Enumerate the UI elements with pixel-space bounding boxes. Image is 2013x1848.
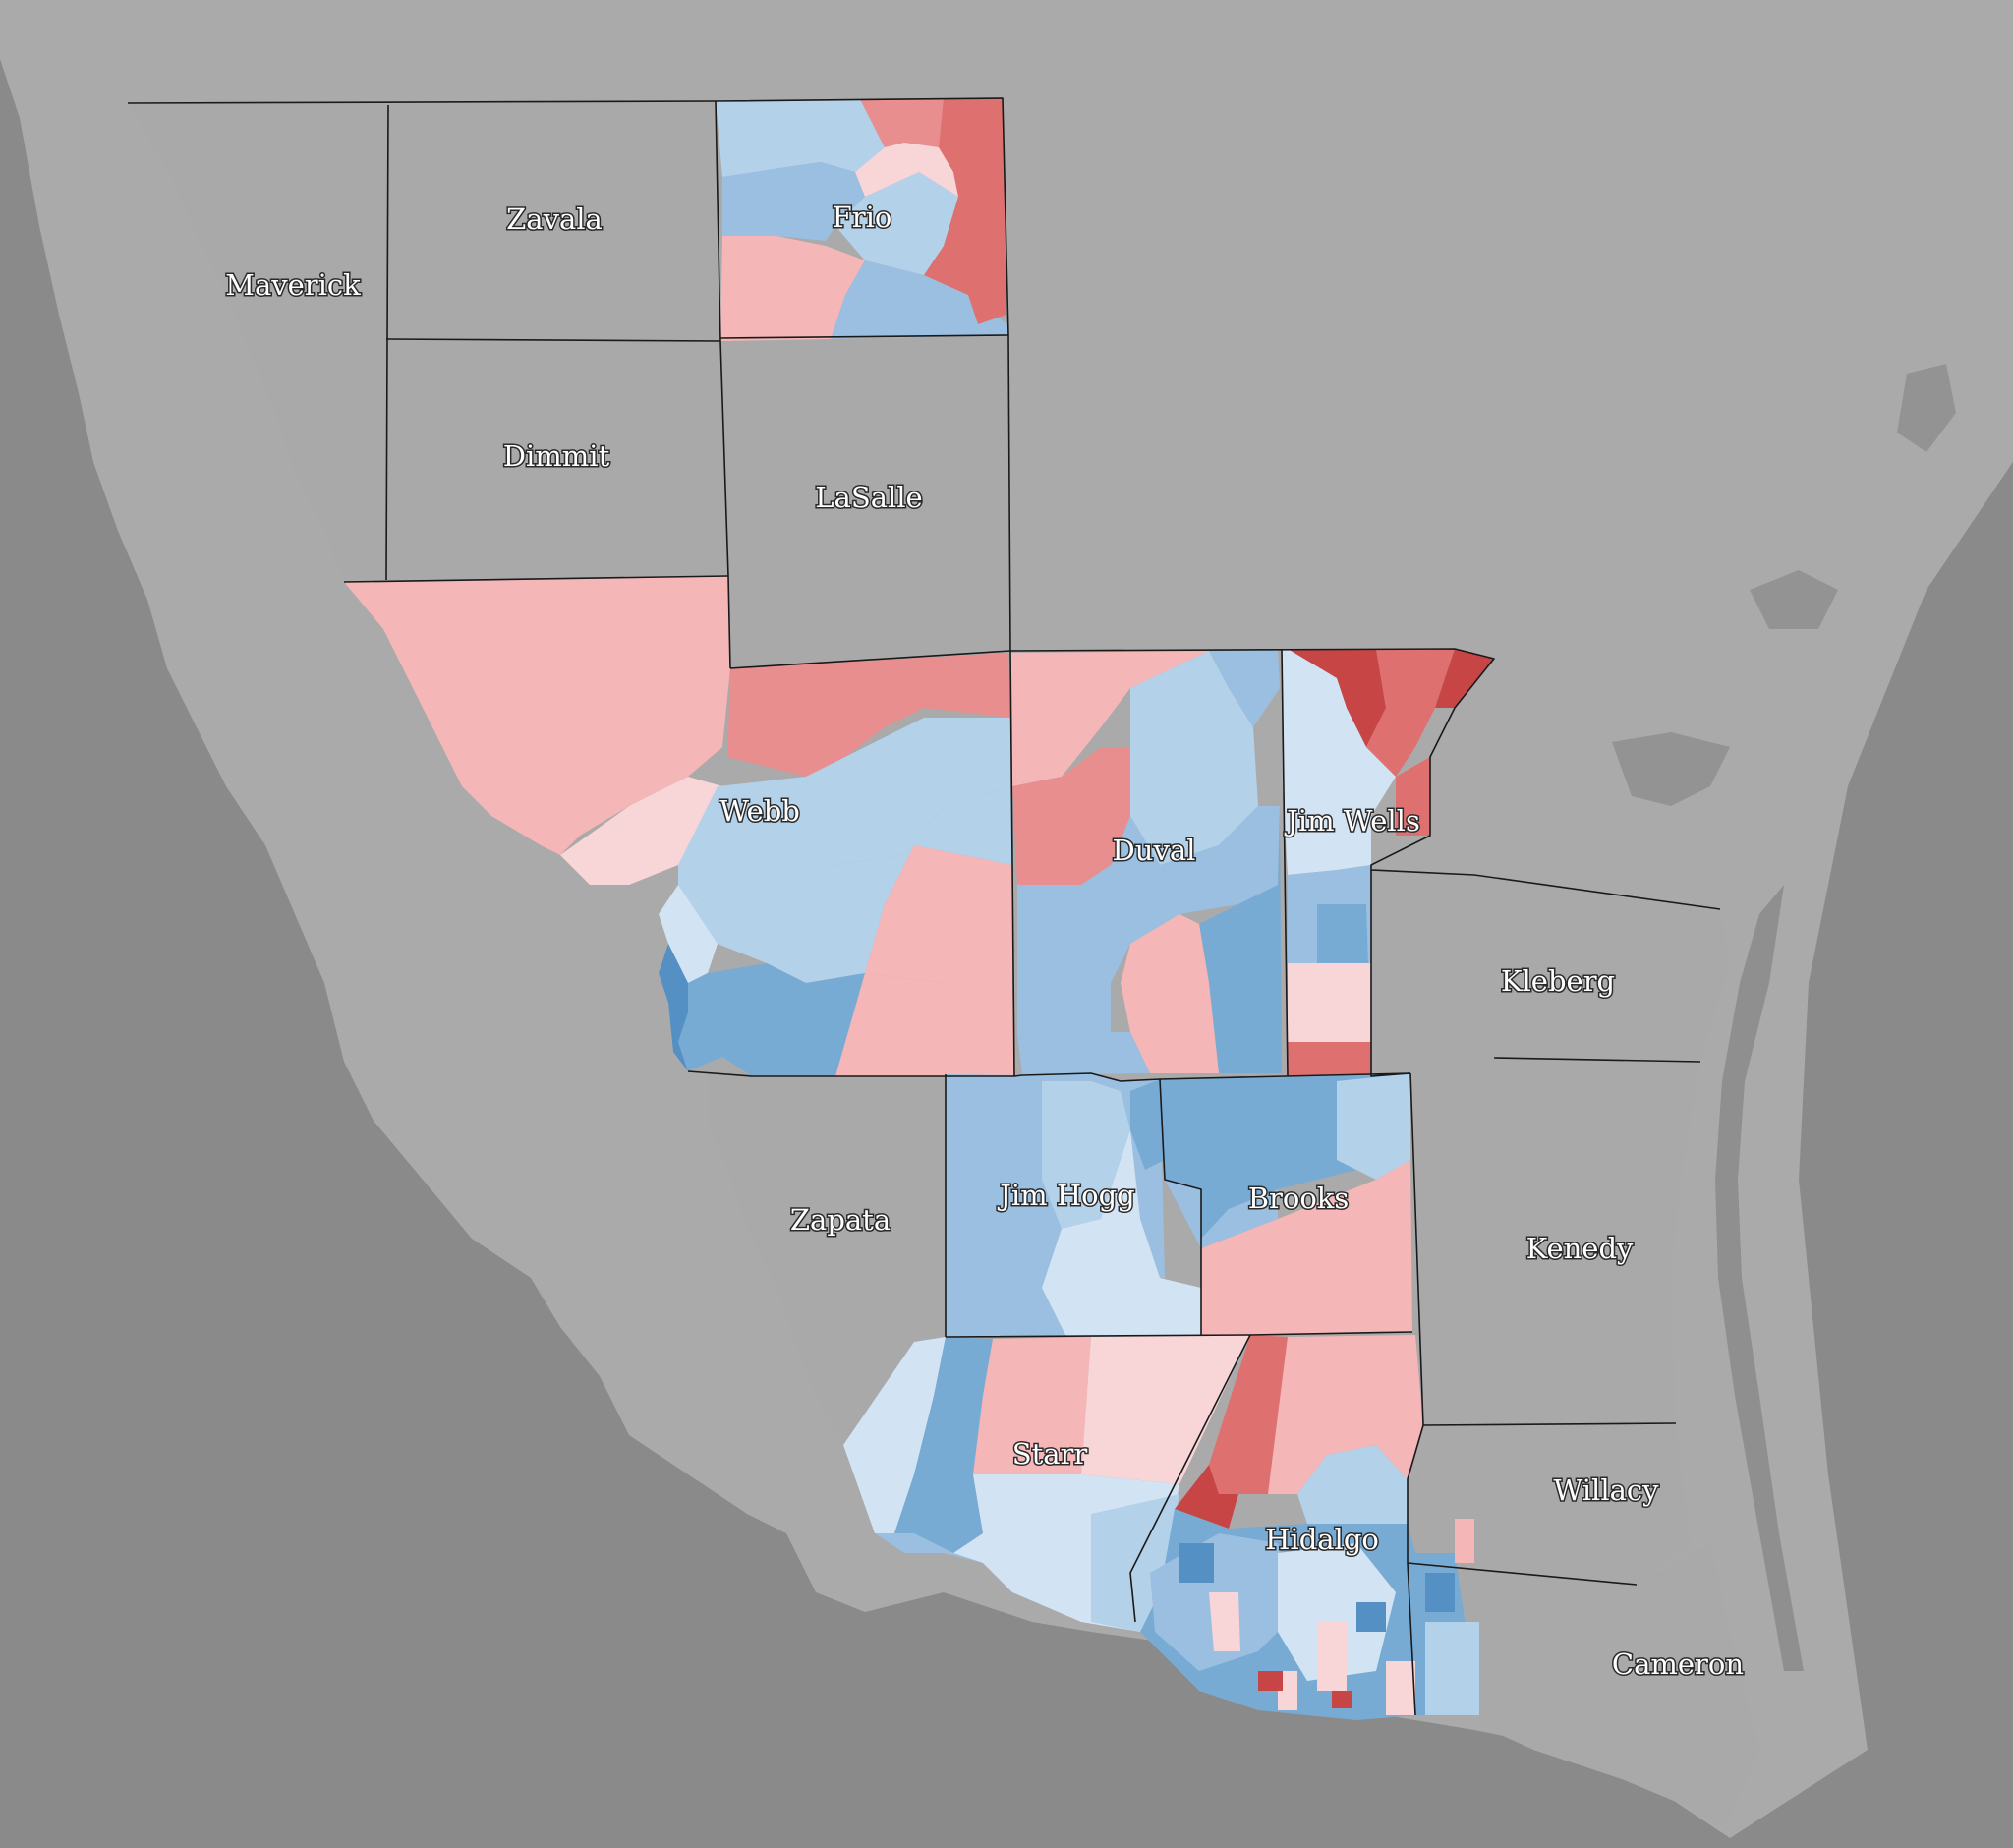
county-jim-hogg-tiles — [946, 1073, 1201, 1337]
label-lasalle: LaSalle — [815, 481, 922, 514]
label-cameron: Cameron — [1612, 1647, 1744, 1681]
label-jim-hogg: Jim Hogg — [997, 1179, 1135, 1212]
county-dimmit — [386, 339, 728, 580]
nodata-counties — [128, 101, 1759, 1828]
county-zavala — [386, 101, 720, 341]
county-jim-wells-tiles — [1282, 649, 1494, 1076]
bay-water — [1612, 364, 1956, 806]
county-hidalgo-tiles — [1140, 1335, 1479, 1720]
label-willacy: Willacy — [1553, 1473, 1659, 1507]
county-kenedy — [1410, 1058, 1700, 1425]
label-webb: Webb — [719, 794, 800, 828]
laguna-madre-water — [1715, 885, 1804, 1671]
county-duval-tiles — [1010, 649, 1282, 1075]
county-labels: Maverick Zavala Frio Dimmit LaSalle Webb… — [224, 200, 1746, 1683]
label-duval: Duval — [1113, 834, 1196, 867]
county-borders — [127, 97, 1721, 1716]
label-zavala: Zavala — [506, 202, 603, 236]
county-kleberg — [1371, 870, 1730, 1076]
label-kleberg: Kleberg — [1501, 964, 1615, 998]
gulf-water — [1804, 462, 2013, 1750]
label-brooks: Brooks — [1248, 1182, 1350, 1215]
label-kenedy: Kenedy — [1526, 1232, 1634, 1265]
county-webb-tiles — [344, 576, 1014, 1076]
county-lasalle — [720, 335, 1010, 668]
county-willacy — [1408, 1423, 1691, 1583]
county-zapata — [708, 1071, 946, 1445]
label-zapata: Zapata — [790, 1203, 891, 1237]
county-cameron — [1408, 1543, 1759, 1828]
label-dimmit: Dimmit — [503, 439, 610, 473]
county-starr-tiles — [843, 1335, 1250, 1632]
county-frio-tiles — [716, 98, 1008, 341]
label-frio: Frio — [833, 201, 892, 234]
county-brooks-tiles — [1160, 1073, 1412, 1335]
county-maverick — [128, 103, 388, 582]
label-starr: Starr — [1012, 1437, 1088, 1471]
label-maverick: Maverick — [225, 268, 361, 302]
label-jim-wells: Jim Wells — [1284, 804, 1420, 837]
label-hidalgo: Hidalgo — [1265, 1523, 1379, 1556]
